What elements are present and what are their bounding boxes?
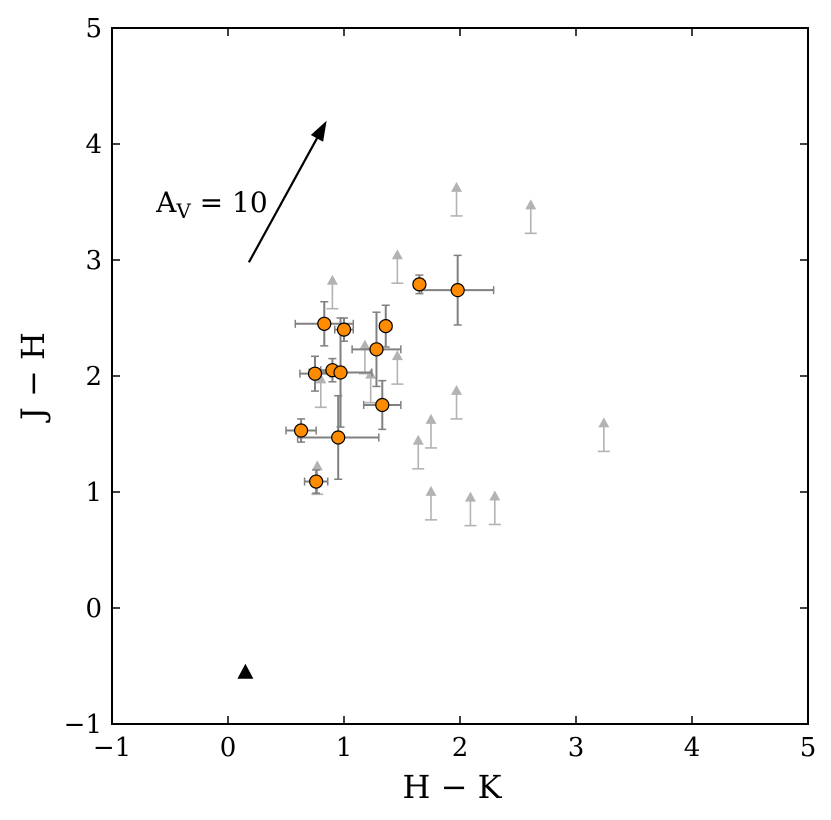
y-tick-label: 0: [85, 594, 102, 624]
plot-frame: [111, 27, 809, 725]
lower-limit-arrow: [450, 181, 463, 217]
annotation-rest: = 10: [191, 186, 268, 219]
x-tick-label: −1: [93, 733, 131, 763]
y-tick-label: 2: [85, 362, 102, 392]
data-point: [375, 397, 390, 413]
annotation-sub: V: [175, 199, 191, 223]
limit-head: [391, 350, 403, 361]
y-tick-label: −1: [64, 710, 102, 740]
triangle-marker: [237, 663, 254, 679]
limit-head: [391, 249, 403, 260]
limit-head: [412, 434, 424, 445]
x-tick-label: 0: [220, 733, 237, 763]
data-point: [309, 474, 324, 489]
vector-head: [310, 120, 327, 142]
limit-head: [451, 384, 463, 395]
lower-limit-arrow: [450, 384, 463, 420]
data-point: [378, 319, 393, 334]
limit-head: [425, 485, 437, 496]
data-point: [369, 342, 384, 357]
x-tick-label: 4: [684, 733, 701, 763]
x-tick-label: 3: [568, 733, 585, 763]
reference-marker: [237, 663, 254, 679]
reddening-vector: [247, 120, 327, 263]
data-point: [293, 423, 309, 438]
detection-points: [293, 277, 465, 489]
limit-head: [489, 490, 501, 501]
tick-labels: −1 0 1 2 3 4 5 −1 0 1 2 3 4 5: [64, 14, 817, 763]
y-tick-label: 4: [85, 130, 102, 160]
data-point: [317, 316, 332, 331]
y-tick-label: 3: [85, 246, 102, 276]
x-axis-label: H − K: [403, 768, 503, 806]
annotation-main: A: [155, 186, 177, 219]
lower-limit-arrow: [326, 274, 339, 310]
data-point: [333, 365, 348, 380]
data-point: [331, 430, 346, 445]
plot-area: [112, 28, 808, 724]
lower-limit-arrow: [464, 491, 477, 527]
limit-head: [315, 373, 327, 384]
limit-head: [311, 460, 323, 471]
limit-head: [598, 417, 610, 428]
lower-limit-arrow: [391, 249, 404, 285]
limit-head: [451, 181, 463, 192]
lower-limit-arrow: [412, 434, 425, 470]
limit-head: [425, 413, 437, 424]
lower-limit-arrow: [425, 485, 437, 521]
data-point: [450, 283, 465, 298]
reddening-annotation: AV = 10: [155, 186, 268, 223]
x-tick-label: 5: [800, 733, 817, 763]
data-point: [412, 277, 427, 292]
x-tick-label: 2: [452, 733, 469, 763]
lower-limit-arrow: [425, 413, 437, 449]
lower-limit-arrow: [597, 417, 610, 453]
y-tick-label: 5: [85, 14, 102, 44]
data-point: [336, 322, 352, 337]
lower-limit-arrow: [364, 368, 377, 404]
y-tick-label: 1: [85, 478, 102, 508]
lower-limit-arrow: [524, 199, 537, 235]
lower-limit-arrow: [391, 350, 404, 385]
lower-limit-arrows: [311, 181, 610, 527]
limit-head: [326, 274, 338, 285]
limit-head: [525, 199, 537, 210]
y-axis-label: J − H: [14, 332, 52, 423]
x-tick-label: 1: [336, 733, 353, 763]
limit-head: [365, 368, 377, 379]
vector-shaft: [247, 137, 318, 263]
lower-limit-arrow: [314, 373, 327, 409]
lower-limit-arrow: [488, 490, 501, 526]
data-point: [307, 366, 323, 381]
limit-head: [464, 491, 476, 502]
limit-head: [359, 339, 371, 350]
